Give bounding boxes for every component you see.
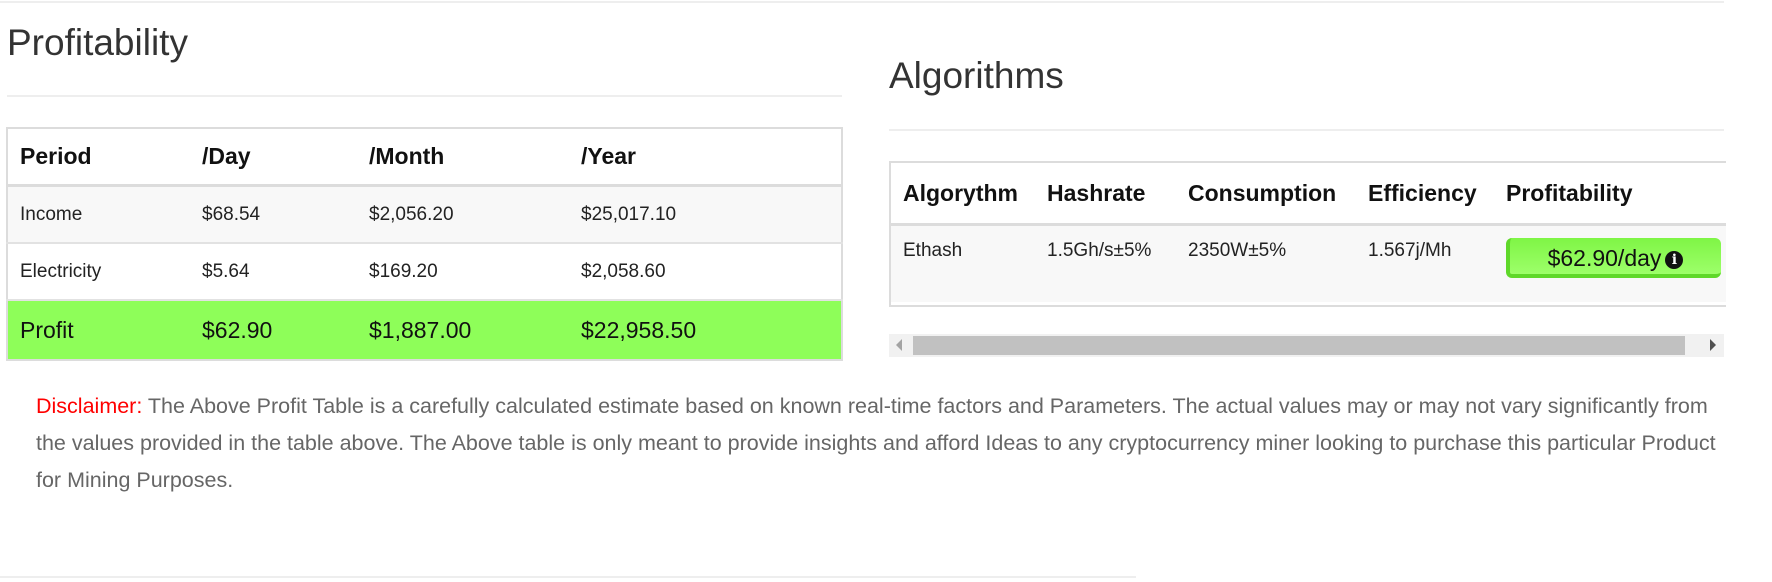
table-row-income: Income $68.54 $2,056.20 $25,017.10 [7,184,842,243]
disclaimer: Disclaimer: The Above Profit Table is a … [36,388,1736,499]
cell: $5.64 [190,242,357,300]
horizontal-scrollbar[interactable] [889,334,1724,357]
disclaimer-text: The Above Profit Table is a carefully ca… [36,394,1716,492]
cell: 1.5Gh/s±5% [1035,224,1176,302]
column-header: Algorythm [891,163,1035,226]
column-header: Consumption [1176,163,1356,226]
cell: Ethash [891,224,1035,302]
algorithms-table: Algorythm Hashrate Consumption Efficienc… [891,163,1726,302]
algorithms-divider [889,129,1724,131]
algorithms-table-container: Algorythm Hashrate Consumption Efficienc… [889,161,1726,307]
column-header: Profitability [1494,163,1726,226]
table-row: Ethash 1.5Gh/s±5% 2350W±5% 1.567j/Mh $62… [891,224,1726,302]
bottom-divider [0,576,1136,578]
cell: $1,887.00 [357,299,569,360]
cell: 1.567j/Mh [1356,224,1494,302]
cell: $22,958.50 [569,299,842,360]
table-row-electricity: Electricity $5.64 $169.20 $2,058.60 [7,242,842,300]
profitability-table: Period /Day /Month /Year Income $68.54 $… [6,127,843,361]
column-header: Hashrate [1035,163,1176,226]
cell: Electricity [7,242,190,300]
cell: $169.20 [357,242,569,300]
profitability-title: Profitability [7,22,188,63]
scroll-right-arrow-icon[interactable] [1710,339,1716,351]
badge-label: $62.90/day [1547,245,1662,271]
profitability-badge[interactable]: $62.90/day i [1506,238,1721,278]
cell: $62.90 [190,299,357,360]
cell: $2,056.20 [357,184,569,243]
cell: $2,058.60 [569,242,842,300]
cell: 2350W±5% [1176,224,1356,302]
cell: $68.54 [190,184,357,243]
cell: Income [7,184,190,243]
profitability-divider [7,95,842,97]
table-header-row: Algorythm Hashrate Consumption Efficienc… [891,163,1726,226]
scroll-left-arrow-icon[interactable] [896,339,902,351]
disclaimer-label: Disclaimer: [36,394,143,418]
scrollbar-thumb[interactable] [913,336,1685,355]
cell: $62.90/day i [1494,224,1726,302]
column-header: Period [7,128,190,187]
column-header: /Day [190,128,357,187]
top-divider [0,1,1724,3]
algorithms-title: Algorithms [889,55,1064,96]
column-header: Efficiency [1356,163,1494,226]
column-header: /Year [569,128,842,187]
cell: $25,017.10 [569,184,842,243]
info-circle-icon[interactable]: i [1665,251,1684,269]
cell: Profit [7,299,190,360]
table-row-profit: Profit $62.90 $1,887.00 $22,958.50 [7,299,842,360]
column-header: /Month [357,128,569,187]
table-header-row: Period /Day /Month /Year [7,128,842,187]
